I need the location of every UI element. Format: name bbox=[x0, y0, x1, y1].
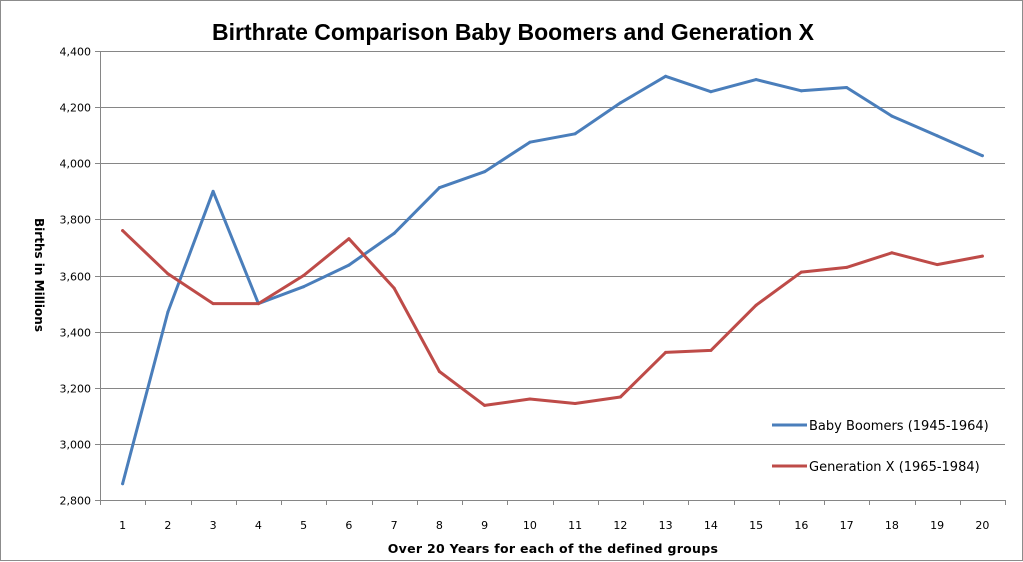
data-point bbox=[483, 170, 487, 174]
x-tick-label: 14 bbox=[704, 519, 718, 532]
data-point bbox=[437, 369, 441, 373]
data-point bbox=[618, 101, 622, 105]
data-point bbox=[211, 189, 215, 193]
x-tick-label: 12 bbox=[613, 519, 627, 532]
y-tick-label: 3,400 bbox=[60, 327, 92, 340]
data-point bbox=[256, 302, 260, 306]
x-tick-label: 6 bbox=[345, 519, 352, 532]
x-tick-label: 17 bbox=[840, 519, 854, 532]
data-point bbox=[980, 254, 984, 258]
data-point bbox=[392, 231, 396, 235]
data-point bbox=[121, 229, 125, 233]
x-tick-label: 3 bbox=[210, 519, 217, 532]
data-point bbox=[754, 78, 758, 82]
data-point bbox=[437, 186, 441, 190]
x-tick-label: 11 bbox=[568, 519, 582, 532]
y-tick-label: 3,800 bbox=[60, 214, 92, 227]
y-tick-label: 4,400 bbox=[60, 46, 92, 59]
data-point bbox=[211, 302, 215, 306]
data-point bbox=[302, 274, 306, 277]
y-axis-label: Births in Millions bbox=[32, 218, 46, 332]
series-lines bbox=[121, 74, 984, 486]
x-tick-label: 10 bbox=[523, 519, 537, 532]
y-tick-label: 3,600 bbox=[60, 271, 92, 284]
x-tick-label: 2 bbox=[164, 519, 171, 532]
series-line-1 bbox=[121, 74, 984, 486]
data-point bbox=[845, 85, 849, 89]
series-line-2 bbox=[121, 229, 984, 407]
data-point bbox=[347, 263, 351, 267]
axes bbox=[100, 51, 1005, 501]
data-point bbox=[573, 401, 577, 405]
x-tick-label: 4 bbox=[255, 519, 262, 532]
data-point bbox=[935, 263, 939, 267]
legend-label-1: Baby Boomers (1945-1964) bbox=[809, 419, 989, 434]
data-point bbox=[754, 303, 758, 307]
data-point bbox=[166, 272, 170, 276]
data-point bbox=[709, 348, 713, 352]
x-tick-label: 18 bbox=[885, 519, 899, 532]
legend-label-2: Generation X (1965-1984) bbox=[809, 460, 980, 475]
data-point bbox=[528, 397, 532, 401]
x-tick-label: 20 bbox=[975, 519, 989, 532]
x-tick-label: 9 bbox=[481, 519, 488, 532]
data-point bbox=[890, 114, 894, 118]
y-tick-label: 4,200 bbox=[60, 102, 92, 115]
y-tick-label: 3,000 bbox=[60, 439, 92, 452]
data-point bbox=[980, 154, 984, 158]
x-tick-label: 7 bbox=[391, 519, 398, 532]
data-point bbox=[392, 286, 396, 290]
x-axis-label: Over 20 Years for each of the defined gr… bbox=[388, 541, 719, 556]
y-axis-ticks: 2,800 3,000 3,200 3,400 3,600 3,800 4,000 4,200… bbox=[60, 46, 100, 508]
x-tick-label: 15 bbox=[749, 519, 763, 532]
x-tick-label: 5 bbox=[300, 519, 307, 532]
legend: Baby Boomers (1945-1964) Generation X (19… bbox=[772, 419, 989, 475]
data-point bbox=[528, 140, 532, 144]
x-tick-label: 19 bbox=[930, 519, 944, 532]
data-point bbox=[709, 90, 713, 94]
y-tick-label: 4,000 bbox=[60, 158, 92, 171]
data-point bbox=[573, 132, 577, 136]
data-point bbox=[935, 134, 939, 138]
x-tick-label: 8 bbox=[436, 519, 443, 532]
data-point bbox=[845, 265, 849, 269]
data-point bbox=[302, 285, 306, 289]
data-point bbox=[890, 251, 894, 255]
chart-title: Birthrate Comparison Baby Boomers and Ge… bbox=[212, 19, 815, 45]
x-tick-label: 1 bbox=[119, 519, 126, 532]
x-tick-label: 13 bbox=[659, 519, 673, 532]
data-point bbox=[166, 310, 170, 314]
x-axis-ticks: 1 2 3 4 5 6 7 8 9 10 11 12 13 14 15 16 17 18 19 20 bbox=[100, 500, 1006, 532]
data-point bbox=[483, 403, 487, 407]
data-point bbox=[121, 482, 125, 486]
x-tick-label: 16 bbox=[794, 519, 808, 532]
data-point bbox=[618, 395, 622, 399]
data-point bbox=[799, 270, 803, 274]
gridlines bbox=[100, 51, 1005, 445]
data-point bbox=[664, 350, 668, 354]
data-point bbox=[347, 237, 351, 241]
y-tick-label: 3,200 bbox=[60, 383, 92, 396]
data-point bbox=[664, 74, 668, 78]
data-point bbox=[799, 89, 803, 93]
y-tick-label: 2,800 bbox=[60, 495, 92, 508]
